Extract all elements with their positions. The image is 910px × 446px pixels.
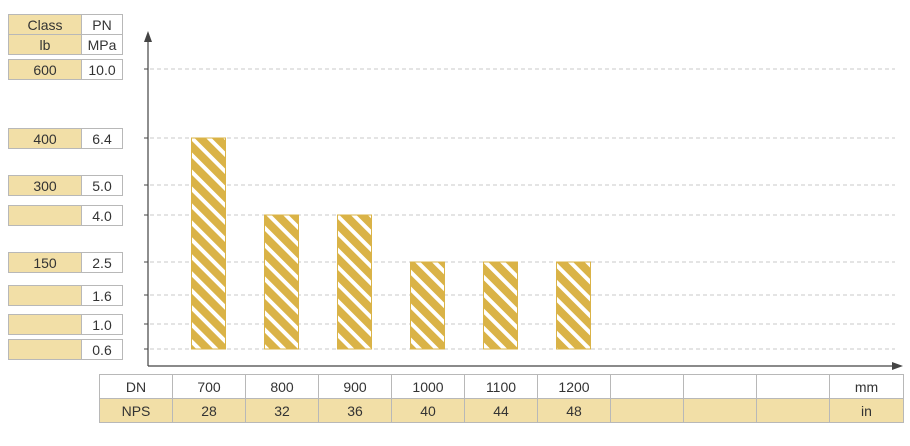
class-header: Class — [8, 14, 82, 35]
pn-tick-label: 1.0 — [81, 314, 123, 335]
pn-header: PN — [81, 14, 123, 35]
nps-cell: 48 — [537, 398, 611, 423]
nps-row-label: NPS — [99, 398, 173, 423]
x-axis-arrow-icon — [892, 362, 903, 370]
class-cell — [8, 205, 82, 226]
dn-tick-label: 800 — [245, 374, 319, 399]
nps-cell — [683, 398, 757, 423]
nps-cell: 44 — [464, 398, 538, 423]
dn-tick-label — [610, 374, 684, 399]
bar-dn-1000 — [410, 261, 445, 350]
pn-tick-label: 4.0 — [81, 205, 123, 226]
nps-cell: 28 — [172, 398, 246, 423]
bar-dn-1200 — [556, 261, 591, 350]
y-axis-arrow-icon — [144, 31, 152, 42]
pn-tick-label: 6.4 — [81, 128, 123, 149]
pn-unit: MPa — [81, 34, 123, 55]
class-unit: lb — [8, 34, 82, 55]
dn-tick-label: 900 — [318, 374, 392, 399]
dn-tick-label: 1100 — [464, 374, 538, 399]
dn-row-label: DN — [99, 374, 173, 399]
pn-tick-label: 10.0 — [81, 59, 123, 80]
dn-tick-label: 1000 — [391, 374, 465, 399]
pn-tick-label: 0.6 — [81, 339, 123, 360]
class-cell — [8, 339, 82, 360]
pn-tick-label: 1.6 — [81, 285, 123, 306]
nps-cell: 32 — [245, 398, 319, 423]
nps-cell — [610, 398, 684, 423]
class-cell: 600 — [8, 59, 82, 80]
dn-tick-label: 1200 — [537, 374, 611, 399]
dn-tick-label — [756, 374, 830, 399]
dn-tick-label — [683, 374, 757, 399]
pn-tick-label: 2.5 — [81, 252, 123, 273]
bar-dn-900 — [337, 214, 372, 350]
class-cell: 300 — [8, 175, 82, 196]
class-cell — [8, 314, 82, 335]
class-cell: 400 — [8, 128, 82, 149]
dn-unit: mm — [829, 374, 904, 399]
dn-tick-label: 700 — [172, 374, 246, 399]
bar-dn-1100 — [483, 261, 518, 350]
axes — [144, 31, 903, 370]
pn-tick-label: 5.0 — [81, 175, 123, 196]
nps-cell — [756, 398, 830, 423]
bar-dn-800 — [264, 214, 299, 350]
bars — [191, 137, 591, 350]
class-cell: 150 — [8, 252, 82, 273]
grid-lines — [144, 68, 895, 350]
class-cell — [8, 285, 82, 306]
nps-cell: 40 — [391, 398, 465, 423]
nps-cell: 36 — [318, 398, 392, 423]
nps-unit: in — [829, 398, 904, 423]
bar-dn-700 — [191, 137, 226, 350]
